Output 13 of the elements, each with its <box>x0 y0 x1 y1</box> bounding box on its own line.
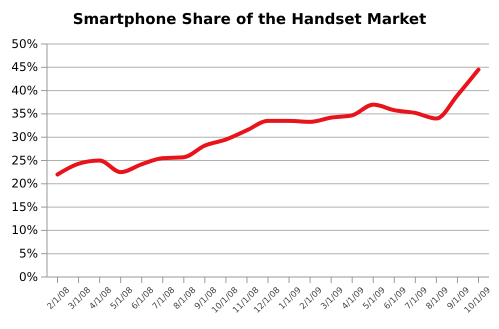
y-tick-label: 0% <box>18 270 38 284</box>
line-series <box>56 68 480 176</box>
y-tick-label: 10% <box>11 223 38 238</box>
y-tick-label: 5% <box>18 246 38 261</box>
y-tick-label: 45% <box>11 60 38 74</box>
chart-title: Smartphone Share of the Handset Market <box>72 10 426 28</box>
y-tick-label: 30% <box>11 130 38 144</box>
y-tick-label: 40% <box>11 83 38 98</box>
y-tick-label: 15% <box>11 200 38 214</box>
y-tick-label: 25% <box>11 153 38 168</box>
y-tick-label: 50% <box>11 36 38 51</box>
y-tick-label: 20% <box>11 176 38 191</box>
y-tick-label: 35% <box>11 106 38 121</box>
